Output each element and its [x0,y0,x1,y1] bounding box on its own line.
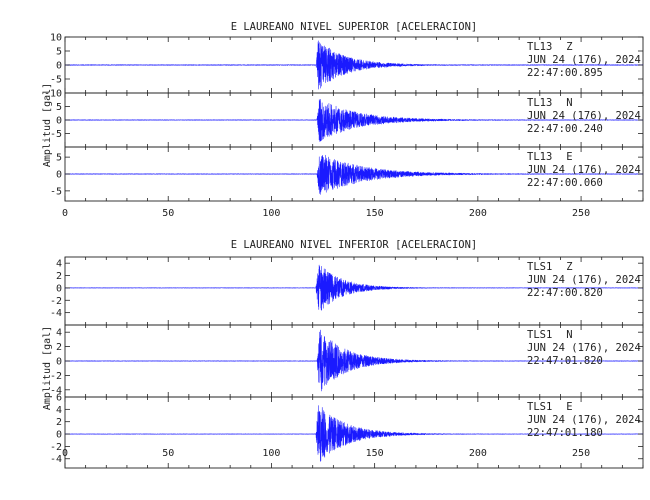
trace-station: TL13 [527,97,552,109]
trace-component: N [566,329,572,341]
x-tick-label: 0 [62,208,68,219]
trace-date: JUN 24 (176), 2024 [527,54,641,66]
y-tick-label: -5 [50,129,62,140]
x-tick-label: 50 [162,448,174,459]
y-tick-label: -5 [50,186,62,197]
trace-station: TLS1 [527,401,552,413]
trace-station-component: TL13 Z [527,41,573,53]
y-tick-label: 4 [56,259,62,270]
waveform-tls1-z [64,264,644,311]
trace-station-component: TL13 N [527,97,573,109]
y-tick-label: 4 [56,328,62,339]
waveform-tls1-n [64,329,644,392]
x-tick-label: 0 [62,448,68,459]
y-tick-label: 0 [56,357,62,368]
trace-station: TL13 [527,151,552,163]
y-tick-label: 5 [56,47,62,58]
trace-time: 22:47:00.240 [527,123,603,135]
trace-component: Z [566,41,572,53]
y-tick-label: 10 [50,33,62,44]
x-tick-label: 150 [366,448,384,459]
trace-component: Z [566,261,572,273]
waveform-tl13-z [64,40,644,90]
y-tick-label: 6 [56,393,62,404]
y-tick-label: 2 [56,417,62,428]
trace-time: 22:47:00.895 [527,67,603,79]
trace-time: 22:47:01.180 [527,427,603,439]
y-tick-label: -2 [50,442,62,453]
x-tick-label: 150 [366,208,384,219]
trace-date: JUN 24 (176), 2024 [527,414,641,426]
y-axis-label: Amplitud [gal] [42,83,53,167]
y-axis-label: Amplitud [gal] [42,326,53,410]
trace-station: TL13 [527,41,552,53]
y-tick-label: -4 [50,385,62,396]
y-tick-label: 0 [56,116,62,127]
trace-component: E [566,151,572,163]
trace-station-component: TLS1 E [527,401,573,413]
y-tick-label: 2 [56,271,62,282]
y-tick-label: 4 [56,405,62,416]
x-tick-label: 200 [469,448,487,459]
x-tick-label: 100 [262,448,280,459]
y-tick-label: 2 [56,342,62,353]
trace-date: JUN 24 (176), 2024 [527,164,641,176]
trace-station-component: TLS1 N [527,329,573,341]
x-tick-label: 200 [469,208,487,219]
y-tick-label: -2 [50,296,62,307]
y-tick-label: 0 [56,430,62,441]
x-tick-label: 250 [572,448,590,459]
x-tick-label: 50 [162,208,174,219]
x-tick-label: 100 [262,208,280,219]
trace-component: E [566,401,572,413]
trace-station-component: TL13 E [527,151,573,163]
y-tick-label: 0 [56,170,62,181]
trace-time: 22:47:01.820 [527,355,603,367]
waveform-tl13-e [64,154,644,195]
y-tick-label: 5 [56,153,62,164]
trace-component: N [566,97,572,109]
trace-station-component: TLS1 Z [527,261,573,273]
trace-time: 22:47:00.060 [527,177,603,189]
x-tick-label: 250 [572,208,590,219]
y-tick-label: -2 [50,371,62,382]
waveform-tls1-e [64,405,644,462]
panel-title: E LAUREANO NIVEL INFERIOR [ACELERACION] [231,239,478,251]
y-tick-label: 0 [56,61,62,72]
trace-station: TLS1 [527,329,552,341]
y-tick-label: 5 [56,102,62,113]
y-tick-label: 0 [56,283,62,294]
trace-station: TLS1 [527,261,552,273]
trace-time: 22:47:00.820 [527,287,603,299]
y-tick-label: -10 [44,89,62,100]
trace-date: JUN 24 (176), 2024 [527,274,641,286]
waveform-tl13-n [64,98,644,142]
y-tick-label: -4 [50,454,62,465]
panel-title: E LAUREANO NIVEL SUPERIOR [ACELERACION] [231,21,478,33]
trace-date: JUN 24 (176), 2024 [527,342,641,354]
y-tick-label: -5 [50,75,62,86]
y-tick-label: -4 [50,308,62,319]
trace-date: JUN 24 (176), 2024 [527,110,641,122]
